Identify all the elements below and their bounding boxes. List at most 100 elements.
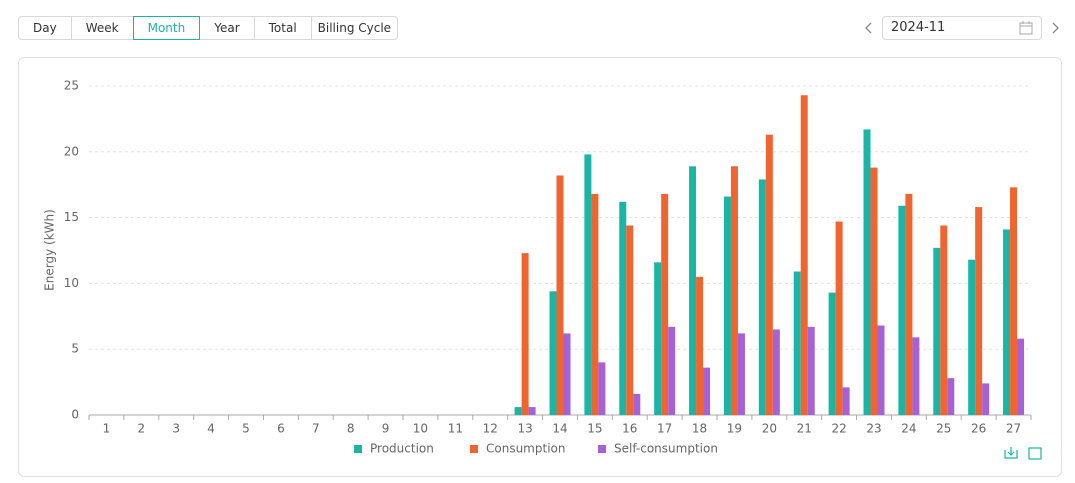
x-tick-label: 14 xyxy=(552,422,567,436)
bar xyxy=(1017,338,1025,415)
legend-swatch xyxy=(354,445,362,453)
y-tick-label: 15 xyxy=(64,210,79,224)
x-tick-label: 3 xyxy=(172,422,180,436)
bar xyxy=(626,225,634,415)
bar xyxy=(633,393,641,415)
legend-label: Self-consumption xyxy=(614,442,718,456)
x-tick-label: 18 xyxy=(692,422,707,436)
tab[interactable]: Month xyxy=(132,16,201,40)
bar xyxy=(689,166,697,415)
date-picker[interactable]: 2024-11 xyxy=(882,16,1042,40)
x-tick-label: 8 xyxy=(347,422,355,436)
bar xyxy=(584,154,592,415)
bar xyxy=(521,253,529,415)
x-tick-label: 19 xyxy=(727,422,742,436)
bar xyxy=(863,129,871,416)
x-tick-label: 17 xyxy=(657,422,672,436)
bar xyxy=(807,326,815,415)
bar xyxy=(772,329,780,415)
bar xyxy=(765,134,773,415)
legend-swatch xyxy=(470,445,478,453)
bar xyxy=(703,367,711,415)
download-icon[interactable] xyxy=(1004,447,1018,459)
y-tick-label: 20 xyxy=(64,144,79,158)
y-tick-label: 10 xyxy=(64,276,79,290)
bar xyxy=(758,179,766,415)
bar xyxy=(668,326,676,415)
x-tick-label: 16 xyxy=(622,422,637,436)
tab[interactable]: Day xyxy=(18,16,72,40)
x-tick-label: 15 xyxy=(587,422,602,436)
x-tick-label: 27 xyxy=(1006,422,1021,436)
bar xyxy=(528,407,536,415)
bar xyxy=(1010,187,1018,415)
bar xyxy=(800,95,808,415)
x-tick-label: 26 xyxy=(971,422,986,436)
chart-card xyxy=(18,57,1062,477)
legend-label: Consumption xyxy=(486,442,565,456)
tab[interactable]: Billing Cycle xyxy=(310,16,399,40)
legend-swatch xyxy=(598,445,606,453)
bar xyxy=(723,196,731,415)
x-tick-label: 4 xyxy=(207,422,215,436)
x-tick-label: 25 xyxy=(936,422,951,436)
tab[interactable]: Total xyxy=(253,16,312,40)
bar xyxy=(975,207,983,415)
x-tick-label: 6 xyxy=(277,422,285,436)
x-tick-label: 5 xyxy=(242,422,250,436)
bar xyxy=(556,175,564,415)
bar xyxy=(1003,229,1011,415)
bar xyxy=(940,225,948,415)
bar xyxy=(514,407,522,415)
legend-label: Production xyxy=(370,442,434,456)
bar xyxy=(968,259,976,415)
next-button[interactable] xyxy=(1052,22,1059,34)
bar xyxy=(661,193,669,415)
y-tick-label: 25 xyxy=(64,79,79,93)
bar xyxy=(619,201,627,415)
period-tabs: Day Week Month Year Total Billing Cycle xyxy=(18,16,399,40)
bar xyxy=(870,167,878,415)
bar xyxy=(933,247,941,415)
bar xyxy=(563,333,571,415)
x-tick-label: 20 xyxy=(762,422,777,436)
date-value: 2024-11 xyxy=(891,20,946,35)
bar xyxy=(654,262,662,415)
bar xyxy=(905,193,913,415)
bar xyxy=(828,292,836,415)
x-tick-label: 23 xyxy=(866,422,881,436)
x-tick-label: 12 xyxy=(483,422,498,436)
x-tick-label: 11 xyxy=(448,422,463,436)
tab[interactable]: Week xyxy=(70,16,134,40)
bar xyxy=(842,387,850,415)
bar xyxy=(898,205,906,415)
x-tick-label: 22 xyxy=(831,422,846,436)
y-tick-label: 0 xyxy=(71,408,79,422)
nav-icons xyxy=(865,22,1059,34)
calendar-icon xyxy=(1019,21,1033,35)
x-tick-label: 7 xyxy=(312,422,320,436)
bar xyxy=(591,193,599,415)
bar xyxy=(730,166,738,415)
tab[interactable]: Year xyxy=(199,16,255,40)
bar xyxy=(549,291,557,415)
bar xyxy=(598,362,606,415)
x-tick-label: 1 xyxy=(103,422,111,436)
bar xyxy=(982,383,990,415)
bar xyxy=(877,325,885,415)
table-icon[interactable] xyxy=(1028,447,1042,460)
prev-button[interactable] xyxy=(865,22,872,34)
x-tick-label: 10 xyxy=(413,422,428,436)
x-tick-label: 24 xyxy=(901,422,916,436)
bar xyxy=(947,378,955,415)
x-tick-label: 13 xyxy=(517,422,532,436)
x-tick-label: 21 xyxy=(797,422,812,436)
y-axis-title: Energy (kWh) xyxy=(43,209,57,291)
bar xyxy=(793,271,801,415)
y-tick-label: 5 xyxy=(71,342,79,356)
bar xyxy=(835,221,843,415)
bar xyxy=(737,333,745,415)
bar xyxy=(912,337,920,415)
